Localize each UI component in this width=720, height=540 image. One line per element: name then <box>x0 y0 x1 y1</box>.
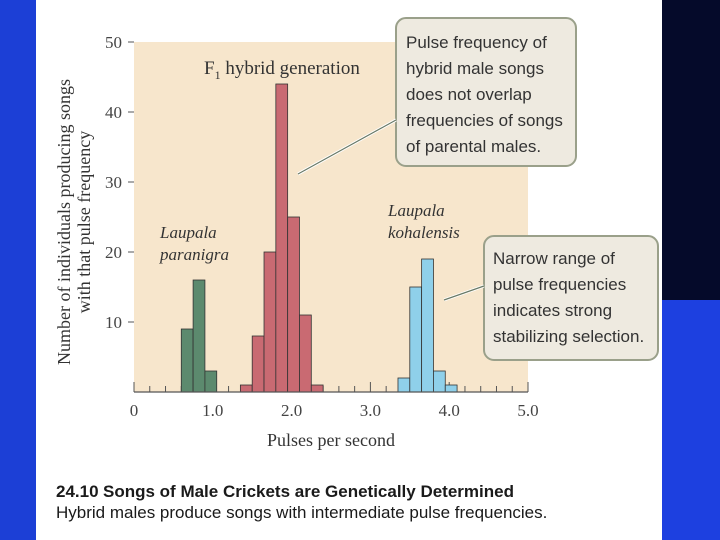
x-tick-label: 4.0 <box>439 401 460 420</box>
callout-line: Pulse frequency of <box>406 33 547 52</box>
slide-panel: Number of individuals producing songs wi… <box>36 0 662 540</box>
paranigra-label-line1: Laupala <box>159 223 217 242</box>
x-tick-label: 0 <box>130 401 139 420</box>
bar <box>180 328 194 393</box>
callout-line: does not overlap <box>406 85 532 104</box>
histogram-chart: Number of individuals producing songs wi… <box>54 17 659 450</box>
y-tick-label: 40 <box>105 103 122 122</box>
callout-hybrid-pointer <box>297 119 397 175</box>
bar <box>204 370 218 393</box>
x-tick-label: 5.0 <box>517 401 538 420</box>
bar <box>263 251 277 393</box>
figure-title: Songs of Male Crickets are Genetically D… <box>103 482 514 501</box>
callout-line: frequencies of songs <box>406 111 563 130</box>
paranigra-label-line2: paranigra <box>159 245 229 264</box>
bar <box>444 384 458 393</box>
figure-subtitle: Hybrid males produce songs with intermed… <box>56 503 548 522</box>
bar <box>192 279 206 393</box>
bar <box>299 314 312 393</box>
callout-line: of parental males. <box>406 137 541 156</box>
y-axis-label-line2: with that pulse frequency <box>74 131 94 313</box>
callout-hybrid-text: Pulse frequency of hybrid male songs does … <box>406 33 563 156</box>
callout-line: pulse frequencies <box>493 275 626 294</box>
y-tick-label: 50 <box>105 33 122 52</box>
callout-line: Narrow range of <box>493 249 615 268</box>
y-ticks: 10 20 30 40 50 <box>105 33 134 332</box>
callout-selection-pointer <box>443 285 485 301</box>
bar <box>251 335 265 393</box>
figure-caption: 24.10 Songs of Male Crickets are Genetic… <box>56 482 656 523</box>
kohalensis-label-line2: kohalensis <box>388 223 460 242</box>
x-tick-label: 3.0 <box>360 401 381 420</box>
callout-line: stabilizing selection. <box>493 327 644 346</box>
bar <box>275 83 289 393</box>
bar <box>310 384 324 393</box>
callout-selection-box <box>483 235 659 361</box>
y-tick-label: 30 <box>105 173 122 192</box>
bar <box>397 377 411 393</box>
bar <box>239 384 253 393</box>
hybrid-generation-label: F1 hybrid generation <box>204 58 360 82</box>
figure-number: 24.10 <box>56 482 99 501</box>
bar <box>421 258 434 393</box>
bar <box>433 370 446 393</box>
bar <box>287 216 300 393</box>
callout-line: indicates strong <box>493 301 612 320</box>
callout-hybrid-box <box>395 17 577 167</box>
bar <box>409 286 423 393</box>
x-tick-label: 2.0 <box>281 401 302 420</box>
left-blue-band <box>0 0 36 540</box>
right-dark-band <box>662 0 720 300</box>
callout-selection-text: Narrow range of pulse frequencies indicate… <box>493 249 644 346</box>
callout-line: hybrid male songs <box>406 59 544 78</box>
bars <box>180 83 458 393</box>
x-axis-label: Pulses per second <box>267 430 395 450</box>
y-tick-label: 20 <box>105 243 122 262</box>
y-tick-label: 10 <box>105 313 122 332</box>
kohalensis-label-line1: Laupala <box>387 201 445 220</box>
y-axis-label-line1: Number of individuals producing songs <box>54 79 74 365</box>
x-tick-label: 1.0 <box>202 401 223 420</box>
